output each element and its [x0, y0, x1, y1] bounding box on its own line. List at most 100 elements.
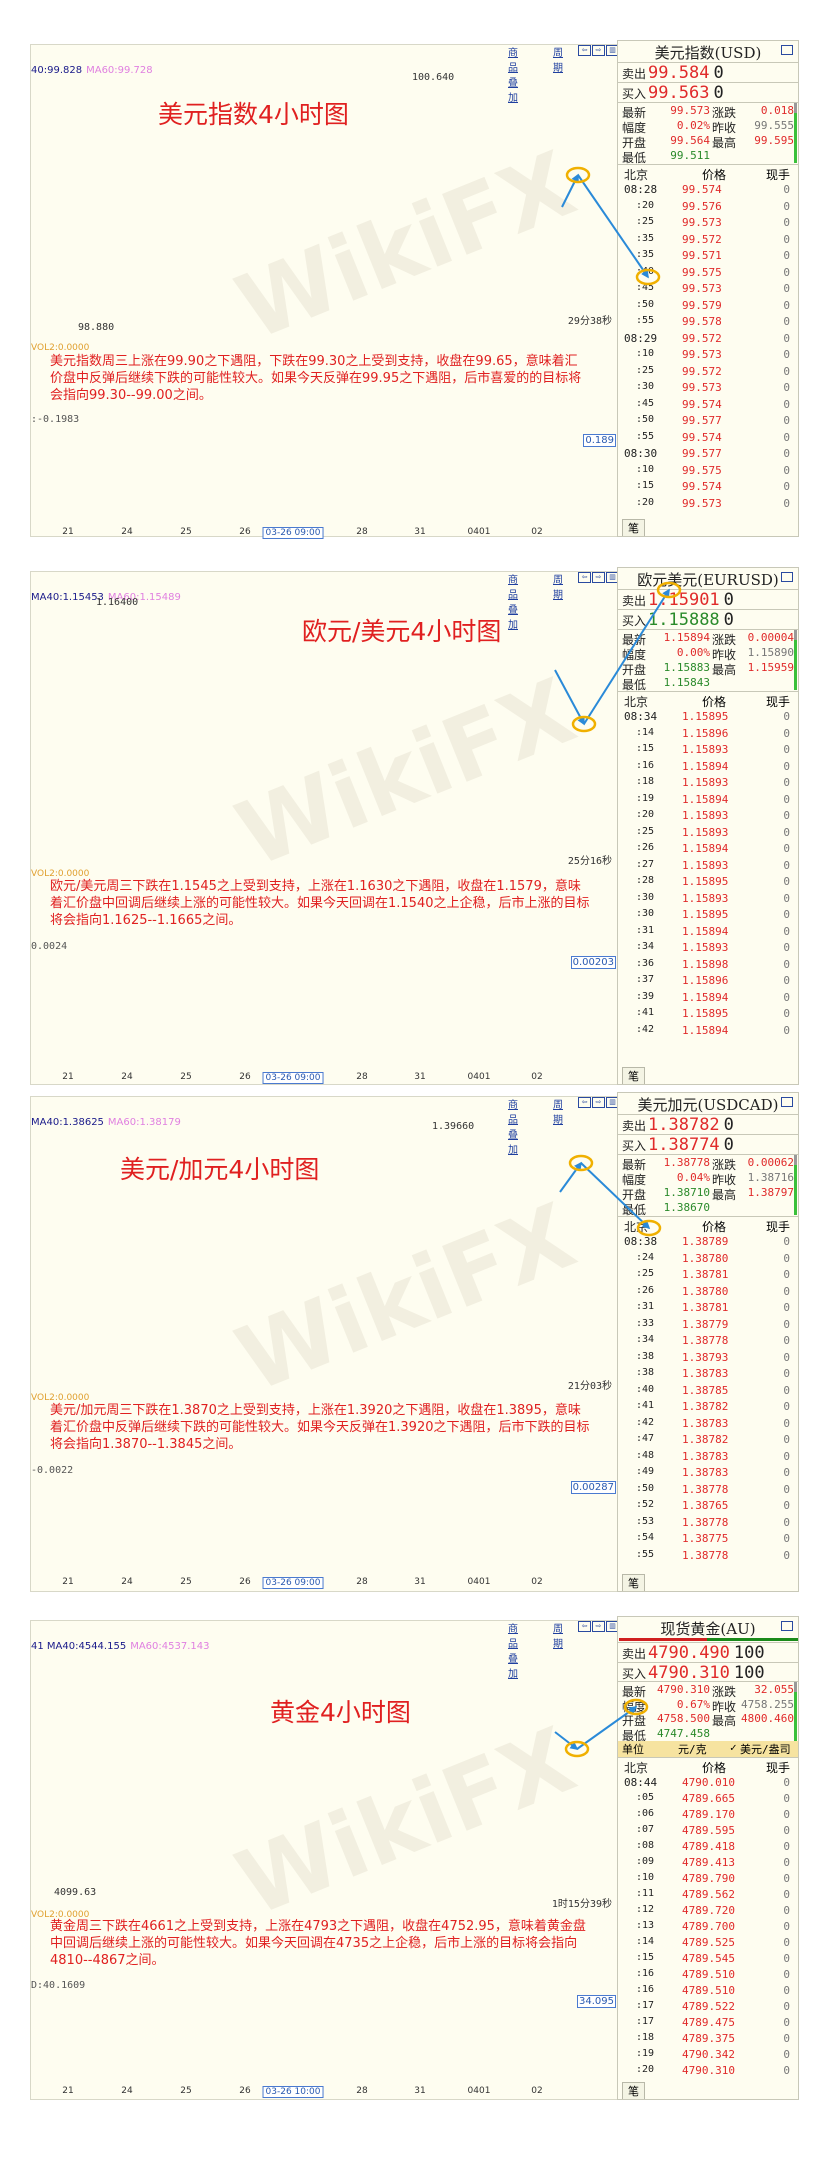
overlay-link[interactable]: 商品叠加 — [508, 48, 518, 104]
maximize-icon[interactable] — [781, 45, 793, 55]
tick-row: :25 99.573 0 — [618, 216, 798, 231]
tick-time: 08:34 — [624, 710, 658, 723]
nav-buttons: ⇦ ⇨ ▥ — [578, 572, 619, 583]
tick-qty: 0 — [783, 1532, 790, 1545]
tick-price: 1.15893 — [682, 825, 729, 839]
scroll-right-icon[interactable]: ⇨ — [592, 572, 605, 583]
buy-quote[interactable]: 买入 99.563 0 — [618, 83, 798, 103]
countdown-timer: 25分16秒 — [567, 856, 612, 867]
axis-tick-label: 31 — [414, 1577, 426, 1587]
unit-option-gram[interactable]: 元/克 — [678, 1743, 707, 1756]
quote-panel: 美元指数(USD) 卖出 99.584 0 买入 99.563 0 最新 99.573 涨跌 0.0… — [617, 40, 799, 537]
tick-qty: 0 — [783, 825, 790, 839]
tick-time: :15 — [636, 1952, 655, 1963]
buy-quote[interactable]: 买入 4790.310 100 — [618, 1663, 798, 1683]
tick-price: 99.573 — [682, 496, 722, 510]
tick-price: 1.15894 — [682, 1023, 729, 1037]
tick-price: 4790.342 — [682, 2048, 735, 2061]
maximize-icon[interactable] — [781, 1097, 793, 1107]
chart-area[interactable] — [30, 1620, 618, 2100]
axis-tick-label: 21 — [62, 1577, 74, 1587]
scroll-left-icon[interactable]: ⇦ — [578, 1621, 591, 1632]
tick-price: 1.15893 — [682, 891, 729, 905]
tick-row: :16 4789.510 0 — [618, 1984, 798, 1999]
tab-ticks[interactable]: 笔 — [622, 519, 645, 536]
tick-row: :47 1.38782 0 — [618, 1433, 798, 1448]
stat-value: 0.00004 — [747, 631, 794, 644]
axis-tick-label: 25 — [180, 2086, 192, 2096]
overlay-link[interactable]: 商品叠加 — [508, 1624, 518, 1680]
tick-row: :34 1.38778 0 — [618, 1334, 798, 1349]
tick-row: :20 99.576 0 — [618, 200, 798, 215]
tick-row: :20 4790.310 0 — [618, 2064, 798, 2079]
scrollbar[interactable] — [794, 103, 797, 163]
chart-title: 美元/加元4小时图 — [120, 1155, 320, 1184]
scroll-left-icon[interactable]: ⇦ — [578, 1097, 591, 1108]
axis-tick-label: 31 — [414, 527, 426, 537]
tick-qty: 0 — [783, 792, 790, 806]
tab-ticks[interactable]: 笔 — [622, 1574, 645, 1591]
sell-quote[interactable]: 卖出 99.584 0 — [618, 63, 798, 83]
sell-quote[interactable]: 卖出 4790.490 100 — [618, 1643, 798, 1663]
scrollbar[interactable] — [794, 1155, 797, 1215]
chart-area[interactable] — [30, 1096, 618, 1592]
maximize-icon[interactable] — [781, 572, 793, 582]
stat-value: 99.564 — [670, 134, 710, 147]
tick-row: :30 1.15895 0 — [618, 908, 798, 923]
scroll-left-icon[interactable]: ⇦ — [578, 572, 591, 583]
tick-time: :40 — [636, 265, 655, 277]
chart-area[interactable] — [30, 44, 618, 537]
tick-qty: 0 — [783, 199, 790, 213]
scroll-left-icon[interactable]: ⇦ — [578, 45, 591, 56]
axis-tick-label: 0401 — [467, 527, 491, 537]
tick-row: :39 1.15894 0 — [618, 991, 798, 1006]
period-link[interactable]: 周期 — [553, 48, 563, 74]
sell-quote-price: 1.38782 — [648, 1115, 720, 1135]
scroll-right-icon[interactable]: ⇨ — [592, 1097, 605, 1108]
tab-ticks[interactable]: 笔 — [622, 1067, 645, 1084]
volume-label: VOL2:0.0000 — [31, 1910, 90, 1920]
scrollbar[interactable] — [794, 630, 797, 690]
tick-time: :20 — [636, 809, 655, 820]
sell-quote-qty: 0 — [723, 590, 734, 610]
tab-ticks[interactable]: 笔 — [622, 2082, 645, 2099]
buy-quote[interactable]: 买入 1.38774 0 — [618, 1135, 798, 1155]
unit-option-ounce[interactable]: 美元/盎司 — [740, 1743, 791, 1756]
tick-time: :20 — [636, 496, 655, 508]
buy-quote-label: 买入 — [622, 1666, 647, 1681]
stat-5: 最高 4800.460 — [712, 1712, 794, 1729]
tick-price: 99.575 — [682, 463, 722, 477]
tick-qty: 0 — [783, 776, 790, 789]
tick-price: 1.38778 — [682, 1515, 729, 1529]
scroll-right-icon[interactable]: ⇨ — [592, 45, 605, 56]
period-link[interactable]: 周期 — [553, 1100, 563, 1126]
tick-row: :50 1.38778 0 — [618, 1483, 798, 1498]
stat-5: 最高 1.38797 — [712, 1186, 794, 1203]
chart-area[interactable] — [30, 571, 618, 1085]
period-link[interactable]: 周期 — [553, 575, 563, 601]
stat-value: 4747.458 — [657, 1726, 710, 1740]
tick-price: 99.571 — [682, 249, 722, 262]
maximize-icon[interactable] — [781, 1621, 793, 1631]
tick-header: 北京 价格 现手 — [618, 693, 798, 709]
overlay-link[interactable]: 商品叠加 — [508, 575, 518, 631]
stat-0: 最新 99.573 — [622, 104, 710, 121]
buy-quote[interactable]: 买入 1.15888 0 — [618, 610, 798, 630]
stat-label: 最新 — [622, 106, 647, 120]
overlay-link[interactable]: 商品叠加 — [508, 1100, 518, 1156]
scrollbar[interactable] — [794, 1682, 797, 1742]
tick-price: 1.38778 — [682, 1334, 729, 1347]
scroll-right-icon[interactable]: ⇨ — [592, 1621, 605, 1632]
tick-row: :10 4789.790 0 — [618, 1872, 798, 1887]
tick-row: :18 4789.375 0 — [618, 2032, 798, 2047]
period-link[interactable]: 周期 — [553, 1624, 563, 1650]
tick-price: 4789.418 — [682, 1840, 735, 1853]
axis-tick-label: 28 — [356, 2086, 368, 2096]
sell-quote[interactable]: 卖出 1.15901 0 — [618, 590, 798, 610]
tick-row: :19 1.15894 0 — [618, 793, 798, 808]
tick-row: :37 1.15896 0 — [618, 974, 798, 989]
sell-quote-label: 卖出 — [622, 1119, 647, 1133]
sell-quote[interactable]: 卖出 1.38782 0 — [618, 1115, 798, 1135]
stat-label: 涨跌 — [712, 1685, 737, 1699]
unit-selector[interactable]: 单位 元/克 ✓ 美元/盎司 — [618, 1741, 798, 1757]
